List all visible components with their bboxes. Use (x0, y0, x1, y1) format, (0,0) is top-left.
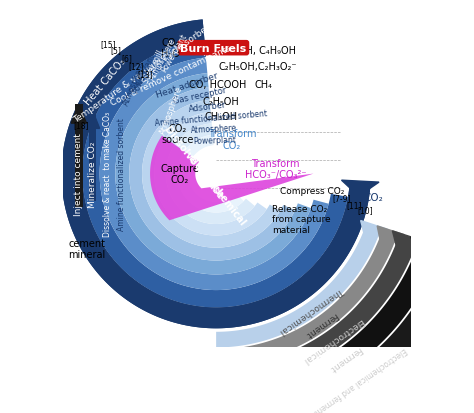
Text: Transform
CO₂: Transform CO₂ (208, 129, 256, 150)
Text: CH₄: CH₄ (254, 80, 272, 90)
Polygon shape (341, 181, 379, 197)
Text: Heat adsorber: Heat adsorber (155, 71, 219, 99)
Text: Amine functionalized sorbent: Amine functionalized sorbent (117, 118, 126, 230)
Text: [7-9]: [7-9] (332, 194, 351, 203)
Polygon shape (433, 244, 474, 280)
Polygon shape (150, 136, 313, 221)
Text: CH₃OH: CH₃OH (205, 112, 238, 122)
Polygon shape (62, 20, 370, 328)
Text: [12]: [12] (128, 62, 144, 71)
Text: Atmosphere: Atmosphere (191, 124, 237, 135)
Text: C₆H₁₃OH, C₄H₉OH: C₆H₁₃OH, C₄H₉OH (212, 46, 296, 56)
Polygon shape (82, 41, 348, 308)
Bar (75, 105, 82, 207)
Polygon shape (142, 100, 280, 248)
Text: Transform
HCO₃⁻/CO₃²⁻: Transform HCO₃⁻/CO₃²⁻ (245, 158, 306, 180)
Text: Capture
CO₂: Capture CO₂ (160, 164, 199, 185)
Text: Atmosphere: Atmosphere (121, 61, 147, 107)
Text: Electrochemical and ferment: Electrochemical and ferment (312, 344, 408, 413)
Polygon shape (115, 74, 311, 275)
Text: [6]: [6] (121, 54, 132, 63)
Text: Release CO₂
from capture
material: Release CO₂ from capture material (272, 204, 330, 234)
Text: C₂H₅OH: C₂H₅OH (203, 96, 240, 106)
Polygon shape (216, 228, 380, 348)
Text: Compress CO₂: Compress CO₂ (281, 187, 345, 196)
Text: [10]: [10] (357, 206, 373, 215)
Bar (89, 112, 96, 202)
Text: Heat CaCO₃: Heat CaCO₃ (83, 57, 128, 107)
Text: Amine functionalized sorbent: Amine functionalized sorbent (155, 109, 268, 128)
Text: Dissolve in base: Dissolve in base (162, 124, 225, 200)
Polygon shape (216, 255, 465, 413)
Text: Electrochemical: Electrochemical (300, 316, 365, 364)
Polygon shape (377, 226, 404, 252)
Polygon shape (411, 237, 450, 269)
Polygon shape (361, 221, 387, 244)
Text: Powerplant: Powerplant (159, 32, 188, 74)
Text: cement
mineral: cement mineral (68, 238, 105, 259)
Text: Adsorber: Adsorber (188, 100, 228, 114)
Text: CO₂: CO₂ (364, 193, 383, 203)
Text: C₂H₅OH,C₂H₃O₂⁻: C₂H₅OH,C₂H₃O₂⁻ (219, 62, 297, 72)
Polygon shape (62, 20, 370, 328)
Text: [18]: [18] (73, 121, 89, 130)
Text: Cool & remove contaminants: Cool & remove contaminants (109, 44, 232, 108)
Polygon shape (216, 240, 416, 386)
Polygon shape (216, 234, 396, 365)
Polygon shape (216, 247, 438, 410)
Text: Gas receptor: Gas receptor (172, 85, 227, 105)
Polygon shape (86, 112, 100, 129)
Text: CO, HCOOH: CO, HCOOH (189, 80, 246, 90)
Text: Ferment: Ferment (303, 310, 339, 339)
Text: Powerplant: Powerplant (193, 135, 237, 146)
Text: Electrochemical: Electrochemical (185, 152, 247, 227)
Text: Powerplant: Powerplant (131, 52, 157, 95)
Text: Temperature & vacuum cycle sorbent: Temperature & vacuum cycle sorbent (72, 19, 217, 124)
Polygon shape (166, 124, 255, 224)
Text: [13]: [13] (137, 70, 153, 79)
Polygon shape (177, 135, 244, 213)
Text: Inject into cement: Inject into cement (74, 133, 83, 216)
Text: Atmosphere: Atmosphere (148, 37, 178, 82)
Polygon shape (392, 231, 425, 259)
Text: Thermochemical: Thermochemical (278, 285, 345, 335)
Text: CO₂
H₂O: CO₂ H₂O (162, 38, 181, 59)
Polygon shape (129, 88, 295, 261)
Polygon shape (154, 113, 267, 236)
Text: Ferment: Ferment (328, 344, 364, 373)
Text: CO₂
source: CO₂ source (162, 123, 194, 145)
Text: Burn Fuels: Burn Fuels (180, 44, 246, 54)
Text: Mineralize CO₂: Mineralize CO₂ (88, 141, 97, 207)
Text: CO₂: CO₂ (351, 186, 370, 196)
Text: Steel mill: Steel mill (142, 49, 165, 85)
Text: Atmosphere: Atmosphere (159, 85, 184, 135)
Polygon shape (100, 58, 328, 290)
Text: [5]: [5] (110, 47, 121, 55)
Text: [11]: [11] (347, 200, 362, 209)
Polygon shape (71, 105, 86, 124)
Text: [15]: [15] (100, 40, 116, 49)
Text: Dissolve & react  to make CaCO₃: Dissolve & react to make CaCO₃ (103, 112, 112, 237)
